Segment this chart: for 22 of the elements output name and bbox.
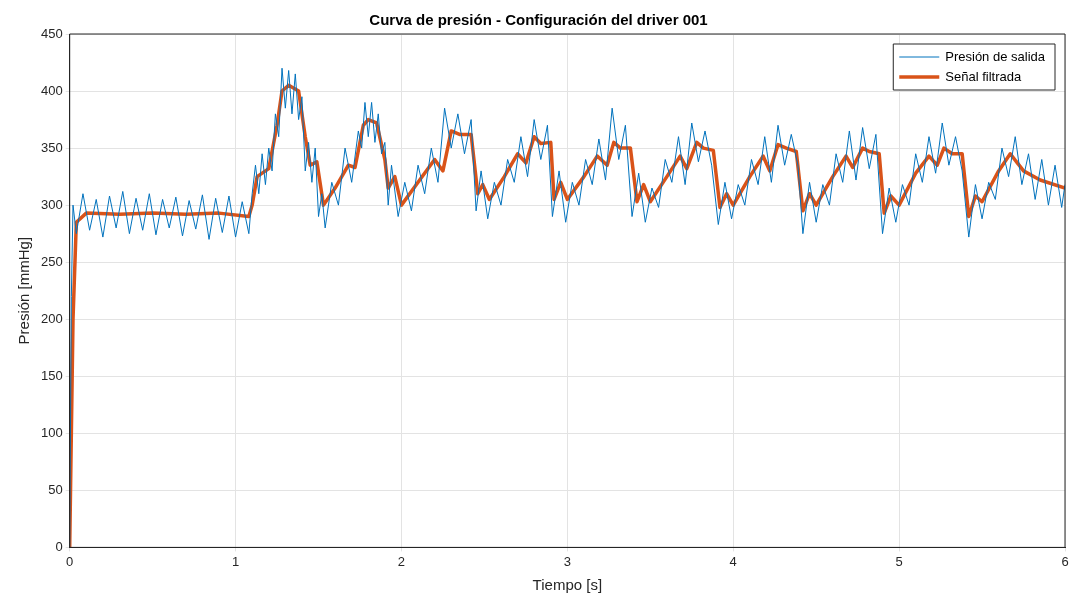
legend-label: Señal filtrada (945, 68, 1022, 84)
x-axis-title: Tiempo [s] (532, 576, 603, 594)
y-tick-label: 0 (55, 538, 63, 554)
chart-title: Curva de presión - Configuración del driver 001 (369, 11, 708, 29)
y-tick-label: 350 (40, 139, 63, 155)
y-tick-label: 200 (40, 310, 63, 326)
x-tick-label: 3 (563, 553, 571, 569)
x-tick-label: 0 (66, 553, 74, 569)
y-tick-label: 150 (40, 367, 63, 383)
y-tick-label: 300 (40, 196, 63, 212)
y-tick-label: 50 (48, 481, 63, 497)
x-tick-label: 4 (729, 553, 737, 569)
x-tick-label: 5 (895, 553, 903, 569)
y-tick-label: 100 (40, 424, 63, 440)
x-tick-label: 6 (1061, 553, 1069, 569)
x-tick-label: 2 (397, 553, 406, 569)
legend-label: Presión de salida (945, 48, 1046, 64)
y-axis-title: Presión [mmHg] (15, 236, 33, 345)
y-tick-label: 400 (40, 82, 63, 98)
y-tick-label: 450 (40, 25, 63, 41)
x-tick-label: 1 (231, 553, 240, 569)
y-tick-label: 250 (40, 253, 63, 269)
